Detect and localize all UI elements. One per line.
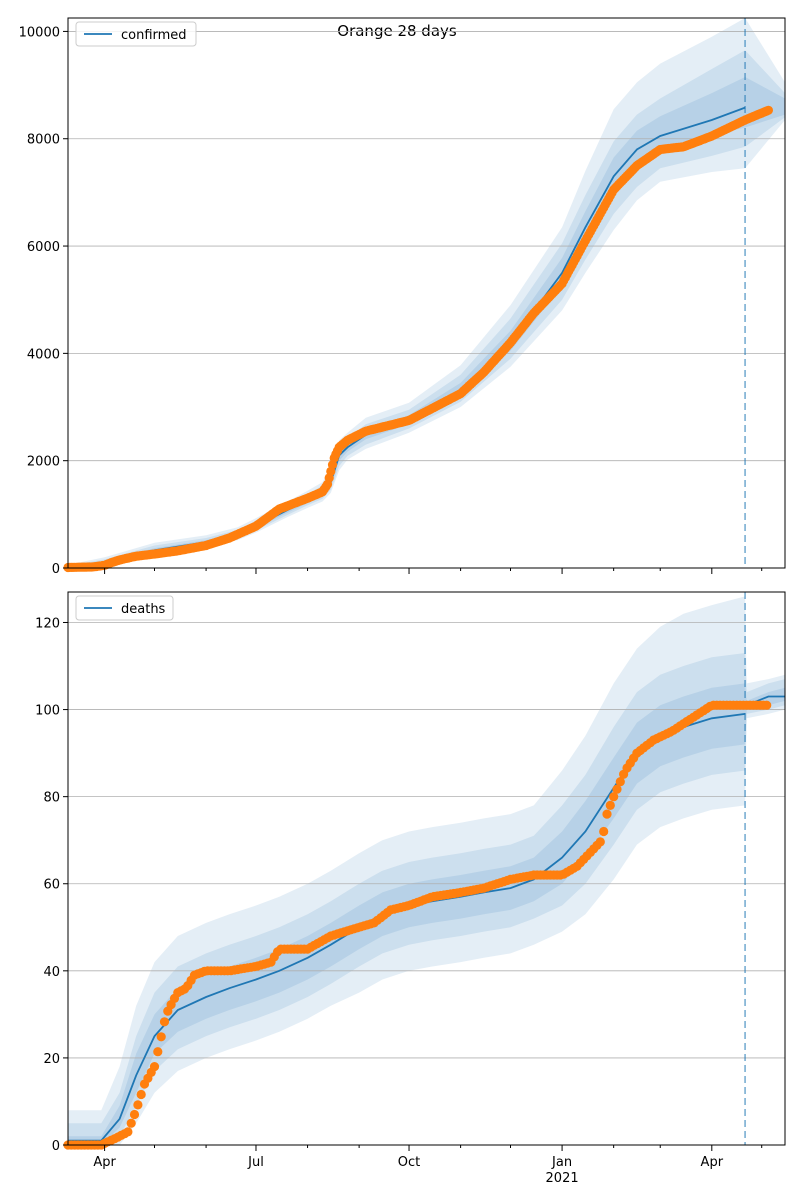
confirmed-axes: 0 2000 4000 6000 8000 10000 [19, 17, 786, 577]
figure-title: Orange 28 days [337, 22, 457, 40]
deaths-gridlines [68, 622, 785, 1146]
deaths-legend-box [75, 595, 174, 621]
deaths-observed-point [599, 826, 609, 837]
deaths-legend: deaths [75, 595, 174, 621]
confirmed-observed-points [63, 105, 774, 573]
deaths-xtick-label: Jul [247, 1155, 264, 1170]
deaths-observed-point [129, 1109, 140, 1120]
deaths-ytick-label: 40 [43, 965, 60, 980]
deaths-band-inner [68, 683, 785, 1145]
deaths-xtick-sublabel: 2021 [546, 1171, 579, 1186]
deaths-ytick-label: 120 [35, 616, 60, 631]
deaths-ytick-label: 80 [43, 791, 60, 806]
deaths-xtick-label: Apr [701, 1155, 724, 1170]
deaths-observed-point [126, 1118, 136, 1128]
deaths-xtick-label: Jan [551, 1155, 572, 1170]
deaths-frame [67, 591, 786, 1146]
deaths-observed-point [123, 1127, 133, 1137]
confirmed-legend-box [75, 21, 197, 47]
deaths-band-outer [68, 596, 785, 1145]
deaths-observed-point [612, 784, 622, 794]
confirmed-ytick-label: 6000 [27, 240, 60, 255]
deaths-observed-point [133, 1100, 143, 1110]
deaths-xtick-label: Oct [398, 1155, 420, 1170]
confirmed-panel: 0 2000 4000 6000 8000 10000 confirmed [19, 17, 786, 577]
confirmed-ytick-label: 8000 [27, 133, 60, 148]
deaths-ytick-label: 0 [52, 1139, 60, 1154]
deaths-observed-point [602, 809, 612, 819]
confirmed-band-mid [68, 50, 785, 568]
deaths-observed-point [156, 1032, 166, 1042]
deaths-observed-point [762, 700, 772, 710]
deaths-observed-point [609, 792, 619, 802]
deaths-ytick-label: 100 [35, 704, 60, 719]
confirmed-frame [67, 17, 786, 569]
confirmed-band-outer [68, 18, 785, 568]
confirmed-ytick-label: 0 [52, 562, 60, 577]
deaths-ytick-label: 60 [43, 878, 60, 893]
deaths-legend-label: deaths [121, 602, 166, 617]
confirmed-bands [68, 18, 785, 568]
deaths-bands [68, 596, 785, 1145]
confirmed-ytick-label: 2000 [27, 455, 60, 470]
confirmed-ytick-label: 4000 [27, 347, 60, 362]
deaths-observed-point [159, 1017, 170, 1027]
deaths-observed-point [615, 777, 625, 787]
deaths-xtick-label: Apr [93, 1155, 116, 1170]
deaths-observed-point [149, 1062, 160, 1072]
deaths-observed-point [595, 837, 605, 847]
deaths-observed-point [153, 1047, 163, 1057]
deaths-ytick-label: 20 [43, 1052, 60, 1067]
confirmed-legend-label: confirmed [121, 28, 187, 43]
confirmed-observed-point [763, 105, 774, 115]
confirmed-legend: confirmed [75, 21, 197, 47]
confirmed-ytick-label: 10000 [19, 25, 60, 40]
deaths-observed-points [63, 700, 772, 1150]
deaths-observed-point [136, 1089, 146, 1100]
deaths-observed-point [605, 800, 615, 811]
